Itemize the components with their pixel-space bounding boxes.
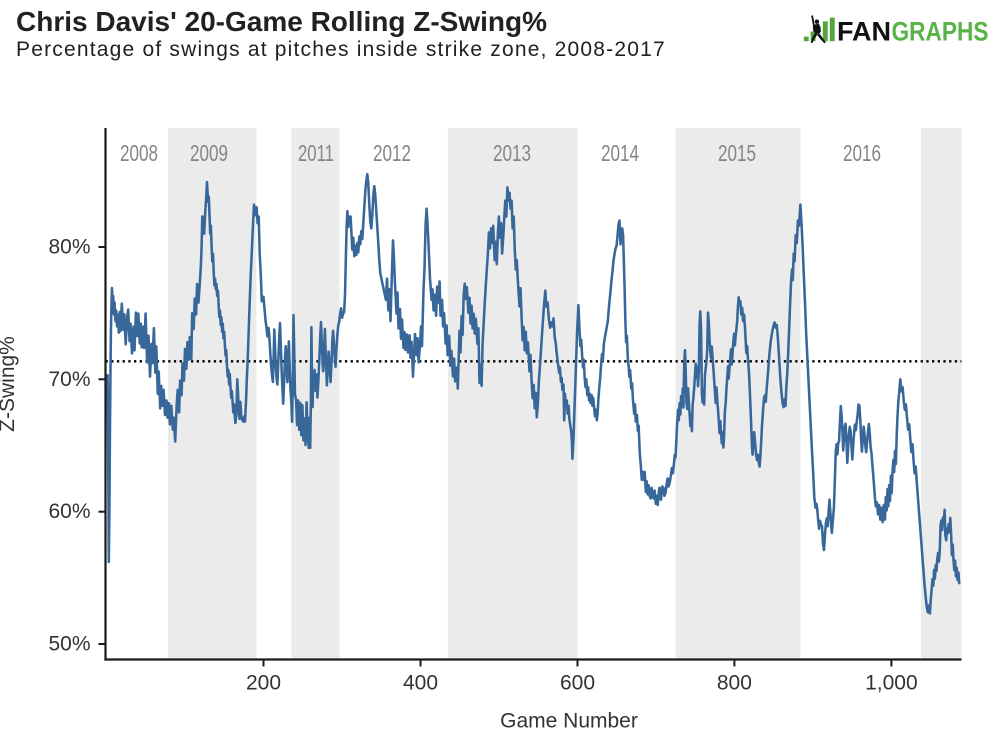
svg-text:200: 200 bbox=[246, 672, 281, 695]
svg-text:FAN: FAN bbox=[837, 17, 891, 47]
svg-text:2014: 2014 bbox=[601, 140, 639, 166]
svg-text:400: 400 bbox=[403, 672, 438, 695]
svg-text:2016: 2016 bbox=[843, 140, 881, 166]
svg-text:50%: 50% bbox=[48, 633, 90, 656]
svg-text:2009: 2009 bbox=[190, 140, 228, 166]
svg-text:800: 800 bbox=[717, 672, 752, 695]
svg-text:2011: 2011 bbox=[298, 140, 334, 166]
svg-text:2013: 2013 bbox=[493, 140, 531, 166]
svg-text:80%: 80% bbox=[48, 236, 90, 259]
svg-text:1,000: 1,000 bbox=[865, 672, 918, 695]
svg-text:2012: 2012 bbox=[373, 140, 411, 166]
svg-text:Chris Davis' 20-Game Rolling Z: Chris Davis' 20-Game Rolling Z-Swing% bbox=[16, 6, 547, 37]
svg-text:2015: 2015 bbox=[718, 140, 756, 166]
svg-text:600: 600 bbox=[560, 672, 595, 695]
svg-text:Z-Swing%: Z-Swing% bbox=[0, 336, 19, 432]
svg-text:70%: 70% bbox=[48, 368, 90, 391]
svg-text:GRAPHS: GRAPHS bbox=[892, 17, 989, 47]
svg-text:Game Number: Game Number bbox=[500, 710, 638, 733]
svg-text:60%: 60% bbox=[48, 500, 90, 523]
svg-text:2008: 2008 bbox=[120, 140, 158, 166]
svg-text:Percentage of swings at pitche: Percentage of swings at pitches inside s… bbox=[16, 38, 666, 61]
